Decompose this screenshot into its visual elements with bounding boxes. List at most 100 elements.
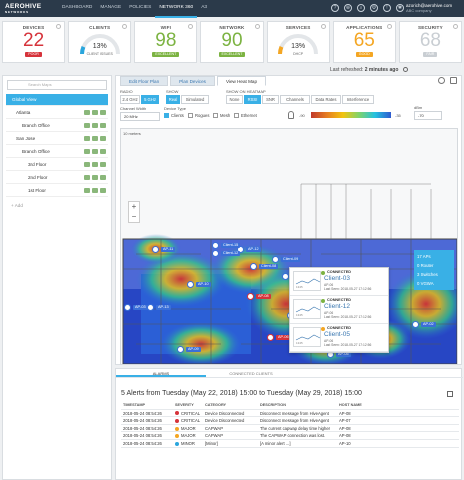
column-header[interactable]: CATEGORY	[205, 403, 227, 407]
nav-item-a3[interactable]: A3	[201, 5, 208, 10]
nav-item-policies[interactable]: POLICIES	[129, 5, 152, 10]
tab-alarms[interactable]: ALARMS	[116, 369, 206, 377]
checkbox[interactable]	[234, 113, 239, 119]
more-icon[interactable]	[100, 123, 106, 128]
heatmap-option-snr[interactable]: SNR	[262, 95, 279, 104]
info-icon[interactable]	[452, 24, 458, 29]
add-location-button[interactable]: + Add	[11, 203, 23, 208]
device-type-rogues[interactable]: Rogues	[188, 113, 209, 119]
add-icon[interactable]	[92, 110, 98, 115]
ap-label[interactable]: AP-03	[133, 305, 148, 310]
edit-icon[interactable]	[84, 162, 90, 167]
table-row[interactable]: 2018-05-24 08:54:26 MAJOR CAPWAP The curren…	[121, 425, 459, 433]
more-icon[interactable]	[100, 188, 106, 193]
refresh-icon[interactable]	[402, 67, 408, 73]
tree-node[interactable]: 3rd Floor	[6, 159, 108, 171]
device-count-item[interactable]: 3 Switches	[417, 272, 438, 277]
tree-node[interactable]: 2nd Floor	[6, 172, 108, 184]
ap-marker-icon[interactable]	[282, 273, 289, 280]
wrench-icon[interactable]: ⚙	[370, 4, 378, 12]
column-header[interactable]: DESCRIPTION	[260, 403, 286, 407]
more-icon[interactable]	[100, 149, 106, 154]
nav-item-network-360[interactable]: NETWORK 360	[155, 0, 198, 18]
info-icon[interactable]	[122, 24, 128, 29]
export-icon[interactable]	[447, 391, 453, 397]
ap-label[interactable]: AP-12	[246, 247, 261, 252]
map-search-input[interactable]: Search Maps	[7, 80, 107, 90]
add-icon[interactable]	[92, 123, 98, 128]
ap-label[interactable]: AP-11	[161, 247, 176, 252]
radio-option-2-4-ghz[interactable]: 2.4 GHz	[120, 95, 140, 104]
nav-item-dashboard[interactable]: DASHBOARD	[62, 5, 93, 10]
ap-label[interactable]: AP-13	[156, 305, 171, 310]
ap-marker-icon[interactable]	[152, 246, 159, 253]
info-icon[interactable]	[188, 24, 194, 29]
client-popup-item[interactable]: 1345 CONNECTED Client-03 AP-06 Last Seen: 20…	[290, 268, 388, 296]
device-type-ethernet[interactable]: Ethernet	[234, 113, 257, 119]
tab-connected-clients[interactable]: CONNECTED CLIENTS	[229, 371, 273, 376]
health-card-wifi[interactable]: WIFI 98 EXCELLENT	[134, 21, 198, 63]
ap-label[interactable]: Client-09	[281, 257, 301, 262]
checkbox[interactable]	[188, 113, 193, 119]
edit-icon[interactable]	[84, 123, 90, 128]
device-count-item[interactable]: 0 Router	[417, 263, 434, 268]
client-name[interactable]: Client-05	[324, 331, 351, 338]
tree-node[interactable]: San Jose	[6, 133, 108, 145]
health-card-devices[interactable]: DEVICES 22 POOR	[2, 21, 66, 63]
health-card-services[interactable]: SERVICES 13% DHCP	[266, 21, 330, 63]
checkbox[interactable]	[213, 113, 218, 119]
edit-icon[interactable]	[84, 110, 90, 115]
health-card-applications[interactable]: APPLICATIONS 65 GOOD	[332, 21, 396, 63]
tab-plan-devices[interactable]: Plan Devices	[170, 76, 215, 86]
notification-bell-icon[interactable]: !	[383, 4, 391, 12]
dbm-select[interactable]: -70	[414, 111, 442, 120]
device-type-mesh[interactable]: Mesh	[213, 113, 230, 119]
show-option-real[interactable]: Real	[166, 95, 180, 104]
client-name[interactable]: Client-12	[324, 303, 351, 310]
tree-node[interactable]: Branch Office	[6, 120, 108, 132]
add-icon[interactable]	[92, 162, 98, 167]
device-count-item[interactable]: 17 APs	[417, 254, 431, 259]
ap-marker-icon[interactable]	[147, 304, 154, 311]
add-icon[interactable]	[92, 149, 98, 154]
ap-marker-icon[interactable]	[124, 304, 131, 311]
more-icon[interactable]	[100, 175, 106, 180]
table-row[interactable]: 2018-05-24 08:54:26 CRITICAL Device Discon…	[121, 417, 459, 425]
ap-label[interactable]: AP-02	[421, 322, 436, 327]
client-details-popup[interactable]: 1345 CONNECTED Client-03 AP-06 Last Seen: 20…	[289, 267, 389, 353]
edit-icon[interactable]	[84, 149, 90, 154]
heatmap-option-rssi[interactable]: RSSI	[244, 95, 261, 104]
info-icon[interactable]	[56, 24, 62, 29]
health-card-clients[interactable]: CLIENTS 13% CLIENT ISSUES	[68, 21, 132, 63]
table-row[interactable]: 2018-05-24 08:54:26 MAJOR CAPWAP The CAPWAP…	[121, 432, 459, 440]
help-icon[interactable]: ?	[331, 4, 339, 12]
ap-label[interactable]: Client-08	[259, 264, 279, 269]
add-icon[interactable]	[92, 175, 98, 180]
ap-label[interactable]: Client-15	[221, 243, 241, 248]
column-header[interactable]: HOST NAME	[339, 403, 362, 407]
client-popup-item[interactable]: 1345 CONNECTED Client-12 AP-06 Last Seen: 20…	[290, 296, 388, 324]
column-header[interactable]: TIMESTAMP	[123, 403, 146, 407]
user-menu[interactable]: azorich@aerohive.com ABC company	[406, 3, 460, 13]
globe-icon[interactable]: ⊕	[344, 4, 352, 12]
edit-icon[interactable]	[84, 188, 90, 193]
health-card-network[interactable]: NETWORK 90 EXCELLENT	[200, 21, 264, 63]
signal-icon[interactable]	[288, 111, 294, 119]
tab-view-heat-map[interactable]: View Heat Map	[216, 76, 267, 86]
ap-marker-icon[interactable]	[187, 281, 194, 288]
heatmap-option-none[interactable]: None	[226, 95, 243, 104]
ap-marker-icon[interactable]	[247, 293, 254, 300]
ap-marker-icon[interactable]	[412, 321, 419, 328]
device-type-clients[interactable]: Clients	[164, 113, 184, 119]
client-name[interactable]: Client-03	[324, 275, 351, 282]
client-popup-item[interactable]: 1345 CONNECTED Client-05 AP-06 Last Seen: 20…	[290, 324, 388, 352]
health-card-security[interactable]: SECURITY 68 FAIR	[398, 21, 462, 63]
channel-width-select[interactable]: 20 MHz	[120, 112, 160, 121]
ap-marker-icon[interactable]	[212, 242, 219, 249]
column-header[interactable]: SEVERITY	[175, 403, 194, 407]
zoom-out-icon[interactable]: −	[131, 212, 137, 221]
ap-label[interactable]: AP-10	[196, 282, 211, 287]
info-icon[interactable]	[386, 24, 392, 29]
heatmap-option-channels[interactable]: Channels	[280, 95, 310, 104]
tree-node[interactable]: 1st Floor	[6, 185, 108, 197]
